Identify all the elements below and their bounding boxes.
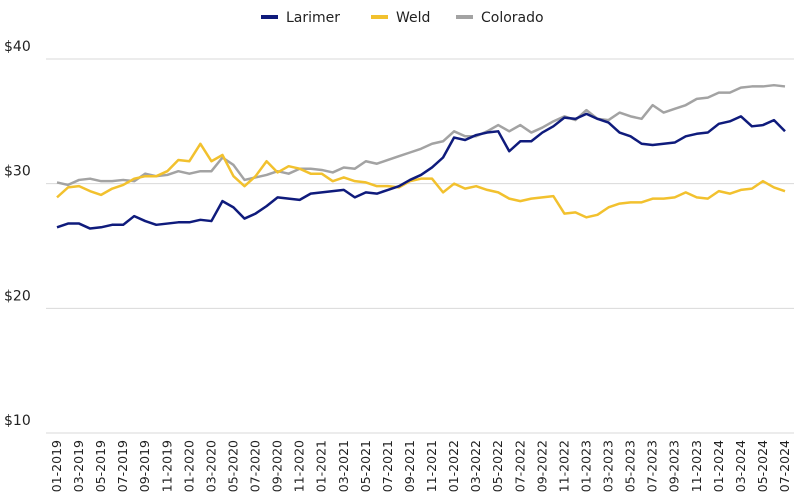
x-tick-label: 07-2022 — [512, 440, 527, 492]
x-tick-label: 07-2023 — [645, 440, 660, 492]
x-tick-label: 09-2023 — [667, 440, 682, 492]
series-line — [56, 112, 786, 230]
x-tick-label: 07-2021 — [380, 440, 395, 492]
x-tick-label: 01-2023 — [578, 440, 593, 492]
x-tick-label: 01-2024 — [711, 440, 726, 492]
y-tick-label: $40 — [4, 39, 31, 55]
x-tick-label: 09-2021 — [402, 440, 417, 492]
x-tick-label: 09-2020 — [270, 440, 285, 492]
x-tick-label: 03-2023 — [601, 440, 616, 492]
y-tick-label: $30 — [4, 164, 31, 180]
x-tick-label: 11-2022 — [556, 440, 571, 492]
x-tick-label: 03-2021 — [336, 440, 351, 492]
x-tick-label: 11-2019 — [159, 440, 174, 492]
x-tick-label: 09-2022 — [534, 440, 549, 492]
x-tick-label: 07-2020 — [248, 440, 263, 492]
x-tick-label: 03-2022 — [468, 440, 483, 492]
legend-label: Colorado — [481, 10, 544, 26]
x-tick-label: 01-2021 — [314, 440, 329, 492]
x-tick-label: 05-2023 — [623, 440, 638, 492]
x-tick-label: 05-2021 — [358, 440, 373, 492]
series-line — [56, 142, 786, 219]
x-tick-label: 11-2020 — [292, 440, 307, 492]
x-tick-label: 01-2020 — [181, 440, 196, 492]
x-tick-label: 03-2020 — [203, 440, 218, 492]
x-tick-label: 05-2020 — [225, 440, 240, 492]
x-tick-label: 01-2022 — [446, 440, 461, 492]
x-tick-label: 07-2019 — [115, 440, 130, 492]
legend-label: Larimer — [286, 10, 340, 26]
x-tick-label: 03-2024 — [733, 440, 748, 492]
x-tick-label: 07-2024 — [777, 440, 792, 492]
y-tick-label: $10 — [4, 413, 31, 429]
x-tick-label: 11-2021 — [424, 440, 439, 492]
x-tick-label: 03-2019 — [71, 440, 86, 492]
legend-label: Weld — [396, 10, 430, 26]
series-line — [56, 83, 786, 187]
y-tick-label: $20 — [4, 288, 31, 304]
x-tick-label: 05-2022 — [490, 440, 505, 492]
x-tick-label: 01-2019 — [49, 440, 64, 492]
x-tick-label: 05-2019 — [93, 440, 108, 492]
x-tick-label: 05-2024 — [755, 440, 770, 492]
x-tick-label: 11-2023 — [689, 440, 704, 492]
x-tick-label: 09-2019 — [137, 440, 152, 492]
